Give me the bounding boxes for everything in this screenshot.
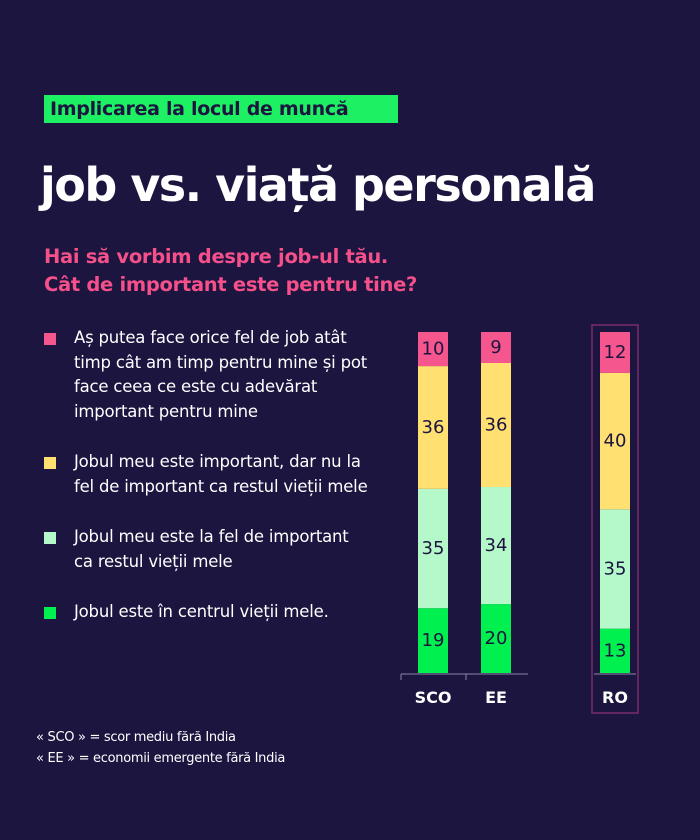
data-label: 10 bbox=[422, 339, 445, 360]
data-label: 35 bbox=[422, 538, 445, 559]
bar-segment bbox=[418, 608, 448, 673]
bar-segment bbox=[481, 487, 511, 605]
bar-segment bbox=[418, 488, 448, 609]
data-label: 19 bbox=[422, 630, 445, 651]
legend-label: Jobul meu este important, dar nu la fel … bbox=[74, 452, 368, 496]
data-label: 34 bbox=[485, 535, 508, 556]
legend-label: Aș putea face orice fel de job atât timp… bbox=[74, 328, 368, 421]
data-label: 35 bbox=[604, 558, 627, 579]
highlight-frame bbox=[591, 324, 639, 714]
legend-item: Jobul meu este important, dar nu la fel … bbox=[44, 450, 374, 499]
page-title: job vs. viață personală bbox=[40, 158, 596, 212]
bar-segment bbox=[418, 332, 448, 367]
bar-segment bbox=[418, 366, 448, 489]
data-label: 36 bbox=[485, 415, 508, 436]
footnotes: « SCO » = scor mediu fără India « EE » =… bbox=[36, 727, 285, 769]
subtitle-line: Hai să vorbim despre job-ul tău. bbox=[44, 245, 389, 268]
bar-segment bbox=[600, 332, 630, 373]
legend-item: Aș putea face orice fel de job atât timp… bbox=[44, 326, 384, 424]
legend-swatch bbox=[44, 333, 56, 345]
section-tag: Implicarea la locul de muncă bbox=[44, 95, 398, 123]
legend-label: Jobul meu este la fel de important ca re… bbox=[74, 527, 349, 571]
data-label: 40 bbox=[604, 431, 627, 452]
data-label: 13 bbox=[604, 640, 627, 661]
data-label: 9 bbox=[490, 337, 501, 358]
category-label: RO bbox=[602, 688, 628, 707]
chart-legend: Aș putea face orice fel de job atât timp… bbox=[44, 326, 394, 625]
data-label: 20 bbox=[485, 628, 508, 649]
subtitle: Hai să vorbim despre job-ul tău. Cât de … bbox=[44, 243, 417, 299]
bar-segment bbox=[600, 372, 630, 510]
bar-segment bbox=[481, 332, 511, 363]
legend-label: Jobul este în centrul vieții mele. bbox=[74, 602, 329, 621]
bar-segment bbox=[600, 628, 630, 673]
footnote: « SCO » = scor mediu fără India bbox=[36, 730, 236, 745]
bar-segment bbox=[481, 363, 511, 487]
data-label: 36 bbox=[422, 417, 445, 438]
category-label: SCO bbox=[415, 688, 452, 707]
bar-segment bbox=[481, 604, 511, 673]
subtitle-line: Cât de important este pentru tine? bbox=[44, 273, 418, 296]
legend-swatch bbox=[44, 457, 56, 469]
bar-segment bbox=[600, 509, 630, 629]
category-label: EE bbox=[485, 688, 507, 707]
legend-swatch bbox=[44, 607, 56, 619]
legend-swatch bbox=[44, 532, 56, 544]
legend-item: Jobul este în centrul vieții mele. bbox=[44, 600, 414, 625]
legend-item: Jobul meu este la fel de important ca re… bbox=[44, 525, 364, 574]
data-label: 12 bbox=[604, 342, 627, 363]
footnote: « EE » = economii emergente fără India bbox=[36, 751, 286, 766]
